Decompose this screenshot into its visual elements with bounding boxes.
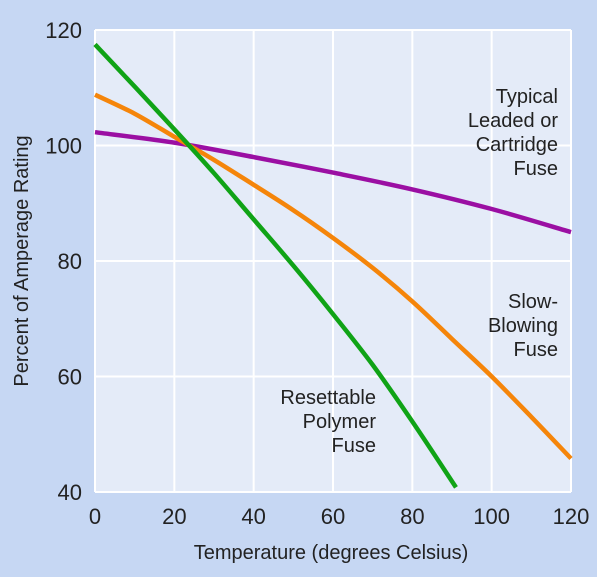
slow-blowing-fuse-label: Slow-Blowing Fuse	[488, 291, 558, 361]
y-tick-label: 60	[58, 365, 82, 390]
x-tick-label: 40	[241, 504, 265, 529]
slow-blowing-fuse-line	[94, 92, 573, 461]
y-tick-label: 80	[58, 249, 82, 274]
x-tick-label: 60	[321, 504, 345, 529]
x-tick-label: 0	[89, 504, 101, 529]
y-tick-labels: 40 60 80 100 120	[45, 18, 82, 505]
y-tick-label: 120	[45, 18, 82, 43]
y-tick-label: 100	[45, 134, 82, 159]
x-tick-label: 80	[400, 504, 424, 529]
gridlines	[94, 29, 572, 493]
x-tick-label: 120	[553, 504, 590, 529]
x-tick-label: 20	[162, 504, 186, 529]
y-tick-label: 40	[58, 480, 82, 505]
x-tick-labels: 0 20 40 60 80 100 120	[89, 504, 589, 529]
y-axis-label: Percent of Amperage Rating	[11, 135, 33, 386]
series-lines	[93, 42, 573, 489]
x-axis-label: Temperature (degrees Celsius)	[194, 542, 469, 564]
leaded-cartridge-fuse-line	[94, 129, 572, 235]
resettable-polymer-fuse-line	[93, 42, 458, 489]
leaded-cartridge-fuse-label: Typical Leaded or Cartridge Fuse	[468, 86, 558, 180]
resettable-polymer-fuse-label: Resettable Polymer Fuse	[280, 387, 376, 457]
series-annotations: Typical Leaded or Cartridge Fuse Slow-Blowin…	[280, 86, 558, 457]
x-tick-label: 100	[473, 504, 510, 529]
